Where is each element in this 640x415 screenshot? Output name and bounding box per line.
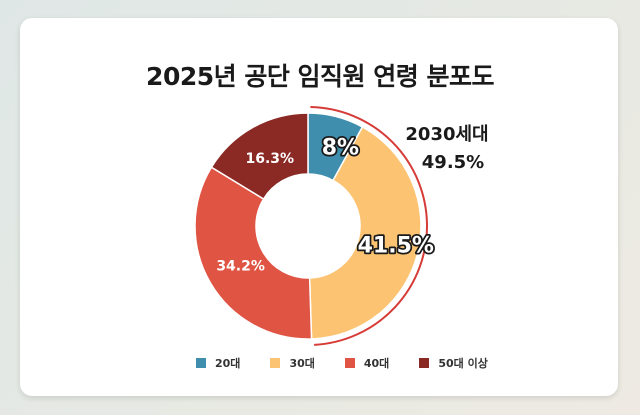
chart-legend: 20대 30대 40대 50대 이상 — [196, 355, 488, 371]
legend-label: 30대 — [289, 357, 315, 370]
slice-40s-label: 34.2% — [216, 258, 265, 274]
legend-swatch — [344, 358, 355, 368]
2030-bracket-arc — [310, 106, 428, 346]
slice-50s-plus — [210, 112, 309, 200]
legend-item-40s: 40대 — [344, 355, 390, 371]
slice-30s — [308, 125, 422, 340]
legend-swatch — [196, 358, 206, 368]
slice-20s-label: 8% — [322, 135, 359, 160]
legend-label: 40대 — [363, 357, 390, 370]
slice-30s-label: 41.5% — [358, 234, 434, 259]
slice-50s-plus-label: 16.3% — [245, 151, 294, 167]
legend-label: 50대 이상 — [438, 357, 488, 370]
legend-item-30s: 30대 — [270, 355, 315, 371]
legend-item-20s: 20대 — [196, 355, 240, 371]
legend-label: 20대 — [215, 357, 241, 370]
annotation-label: 2030세대 — [405, 124, 488, 145]
legend-swatch — [419, 358, 430, 368]
legend-swatch — [270, 358, 281, 368]
slice-40s — [194, 166, 313, 340]
chart-title: 2025년 공단 임직원 연령 분포도 — [146, 62, 494, 91]
annotation-value: 49.5% — [422, 152, 484, 173]
legend-item-50s-plus: 50대 이상 — [419, 355, 488, 371]
